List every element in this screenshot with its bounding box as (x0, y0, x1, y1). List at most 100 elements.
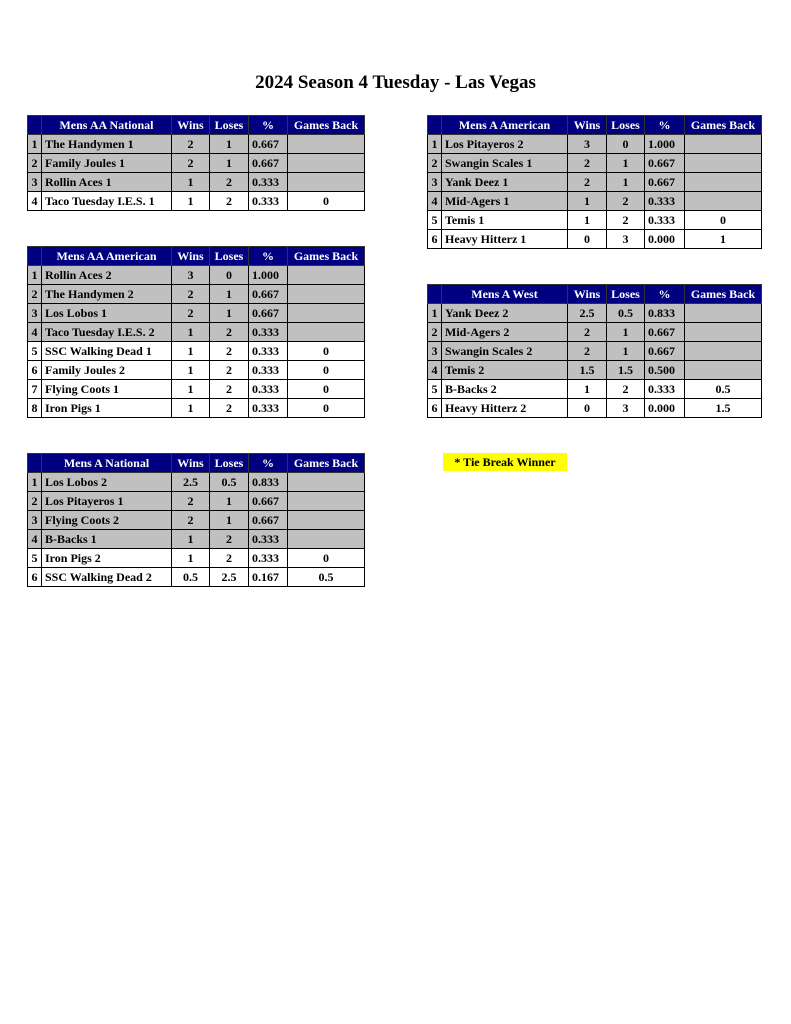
games-back: 0 (287, 398, 365, 418)
table-row: 5 Temis 1 1 2 0.333 0 (427, 210, 762, 230)
loses: 0 (209, 265, 249, 285)
wins: 2.5 (567, 303, 607, 323)
win-pct: 0.667 (248, 303, 288, 323)
loses: 2 (209, 398, 249, 418)
team-name: Family Joules 2 (41, 360, 172, 380)
wins: 1 (567, 210, 607, 230)
win-pct: 0.833 (248, 472, 288, 492)
win-pct: 0.667 (644, 153, 685, 173)
loses: 1 (606, 341, 645, 361)
rank: 4 (27, 322, 42, 342)
rank: 8 (27, 398, 42, 418)
games-back (287, 172, 365, 192)
team-name: Family Joules 1 (41, 153, 172, 173)
wins: 1 (171, 529, 210, 549)
division-name: Mens AA American (41, 246, 172, 266)
wins: 1.5 (567, 360, 607, 380)
wins: 2 (171, 510, 210, 530)
win-pct: 0.833 (644, 303, 685, 323)
loses-header: Loses (606, 115, 645, 135)
table-row: 3 Swangin Scales 2 2 1 0.667 (427, 341, 762, 361)
wins-header: Wins (171, 453, 210, 473)
loses-header: Loses (209, 115, 249, 135)
team-name: Los Lobos 2 (41, 472, 172, 492)
win-pct: 0.333 (248, 379, 288, 399)
loses: 1 (606, 153, 645, 173)
wins: 2 (567, 172, 607, 192)
team-name: Temis 1 (441, 210, 568, 230)
team-name: B-Backs 2 (441, 379, 568, 399)
team-name: Flying Coots 1 (41, 379, 172, 399)
loses: 1 (606, 322, 645, 342)
rank: 5 (427, 379, 442, 399)
table-row: 6 Heavy Hitterz 1 0 3 0.000 1 (427, 229, 762, 249)
team-name: Rollin Aces 2 (41, 265, 172, 285)
games-back-header: Games Back (287, 115, 365, 135)
team-name: SSC Walking Dead 2 (41, 567, 172, 587)
pct-header: % (644, 284, 685, 304)
wins: 1 (171, 398, 210, 418)
loses: 2 (606, 379, 645, 399)
rank: 1 (27, 134, 42, 154)
games-back (287, 134, 365, 154)
pct-header: % (248, 115, 288, 135)
table-row: 4 Taco Tuesday I.E.S. 2 1 2 0.333 (27, 322, 365, 342)
games-back (287, 303, 365, 323)
rank: 1 (27, 472, 42, 492)
loses: 1 (209, 134, 249, 154)
wins: 1 (567, 379, 607, 399)
games-back-header: Games Back (287, 453, 365, 473)
wins: 1 (171, 548, 210, 568)
rank: 4 (27, 191, 42, 211)
table-row: 4 Mid-Agers 1 1 2 0.333 (427, 191, 762, 211)
rank-header (27, 246, 42, 266)
wins: 3 (171, 265, 210, 285)
wins: 1 (171, 341, 210, 361)
win-pct: 1.000 (248, 265, 288, 285)
games-back (287, 529, 365, 549)
team-name: Yank Deez 2 (441, 303, 568, 323)
team-name: Swangin Scales 2 (441, 341, 568, 361)
tie-break-note: * Tie Break Winner (443, 453, 567, 471)
team-name: Heavy Hitterz 2 (441, 398, 568, 418)
team-name: The Handymen 2 (41, 284, 172, 304)
team-name: Mid-Agers 2 (441, 322, 568, 342)
standings-table: Mens AA National Wins Loses% Games Back 1 The… (27, 115, 365, 211)
win-pct: 0.667 (248, 284, 288, 304)
loses: 2 (209, 322, 249, 342)
table-header: Mens AA National Wins Loses% Games Back (27, 115, 365, 135)
loses: 3 (606, 398, 645, 418)
loses: 1 (606, 172, 645, 192)
table-row: 4 Taco Tuesday I.E.S. 1 1 2 0.333 0 (27, 191, 365, 211)
rank: 6 (427, 398, 442, 418)
team-name: Los Lobos 1 (41, 303, 172, 323)
table-row: 1 Rollin Aces 2 3 0 1.000 (27, 265, 365, 285)
rank: 5 (27, 341, 42, 361)
rank-header (27, 453, 42, 473)
standings-table: Mens AA American Wins Loses% Games Back 1 Rol… (27, 246, 365, 418)
rank: 7 (27, 379, 42, 399)
games-back (684, 341, 762, 361)
loses: 2 (209, 379, 249, 399)
wins: 1 (171, 379, 210, 399)
win-pct: 0.333 (248, 341, 288, 361)
table-row: 5 SSC Walking Dead 1 1 2 0.333 0 (27, 341, 365, 361)
games-back (287, 491, 365, 511)
team-name: SSC Walking Dead 1 (41, 341, 172, 361)
wins: 2 (171, 491, 210, 511)
rank: 2 (27, 284, 42, 304)
win-pct: 0.500 (644, 360, 685, 380)
rank: 3 (27, 510, 42, 530)
rank: 1 (27, 265, 42, 285)
table-header: Mens AA American Wins Loses% Games Back (27, 246, 365, 266)
win-pct: 0.667 (248, 491, 288, 511)
team-name: B-Backs 1 (41, 529, 172, 549)
wins: 1 (171, 191, 210, 211)
rank: 3 (427, 341, 442, 361)
wins: 0 (567, 229, 607, 249)
win-pct: 0.000 (644, 398, 685, 418)
win-pct: 0.333 (248, 398, 288, 418)
rank: 5 (427, 210, 442, 230)
win-pct: 0.000 (644, 229, 685, 249)
pct-header: % (248, 246, 288, 266)
